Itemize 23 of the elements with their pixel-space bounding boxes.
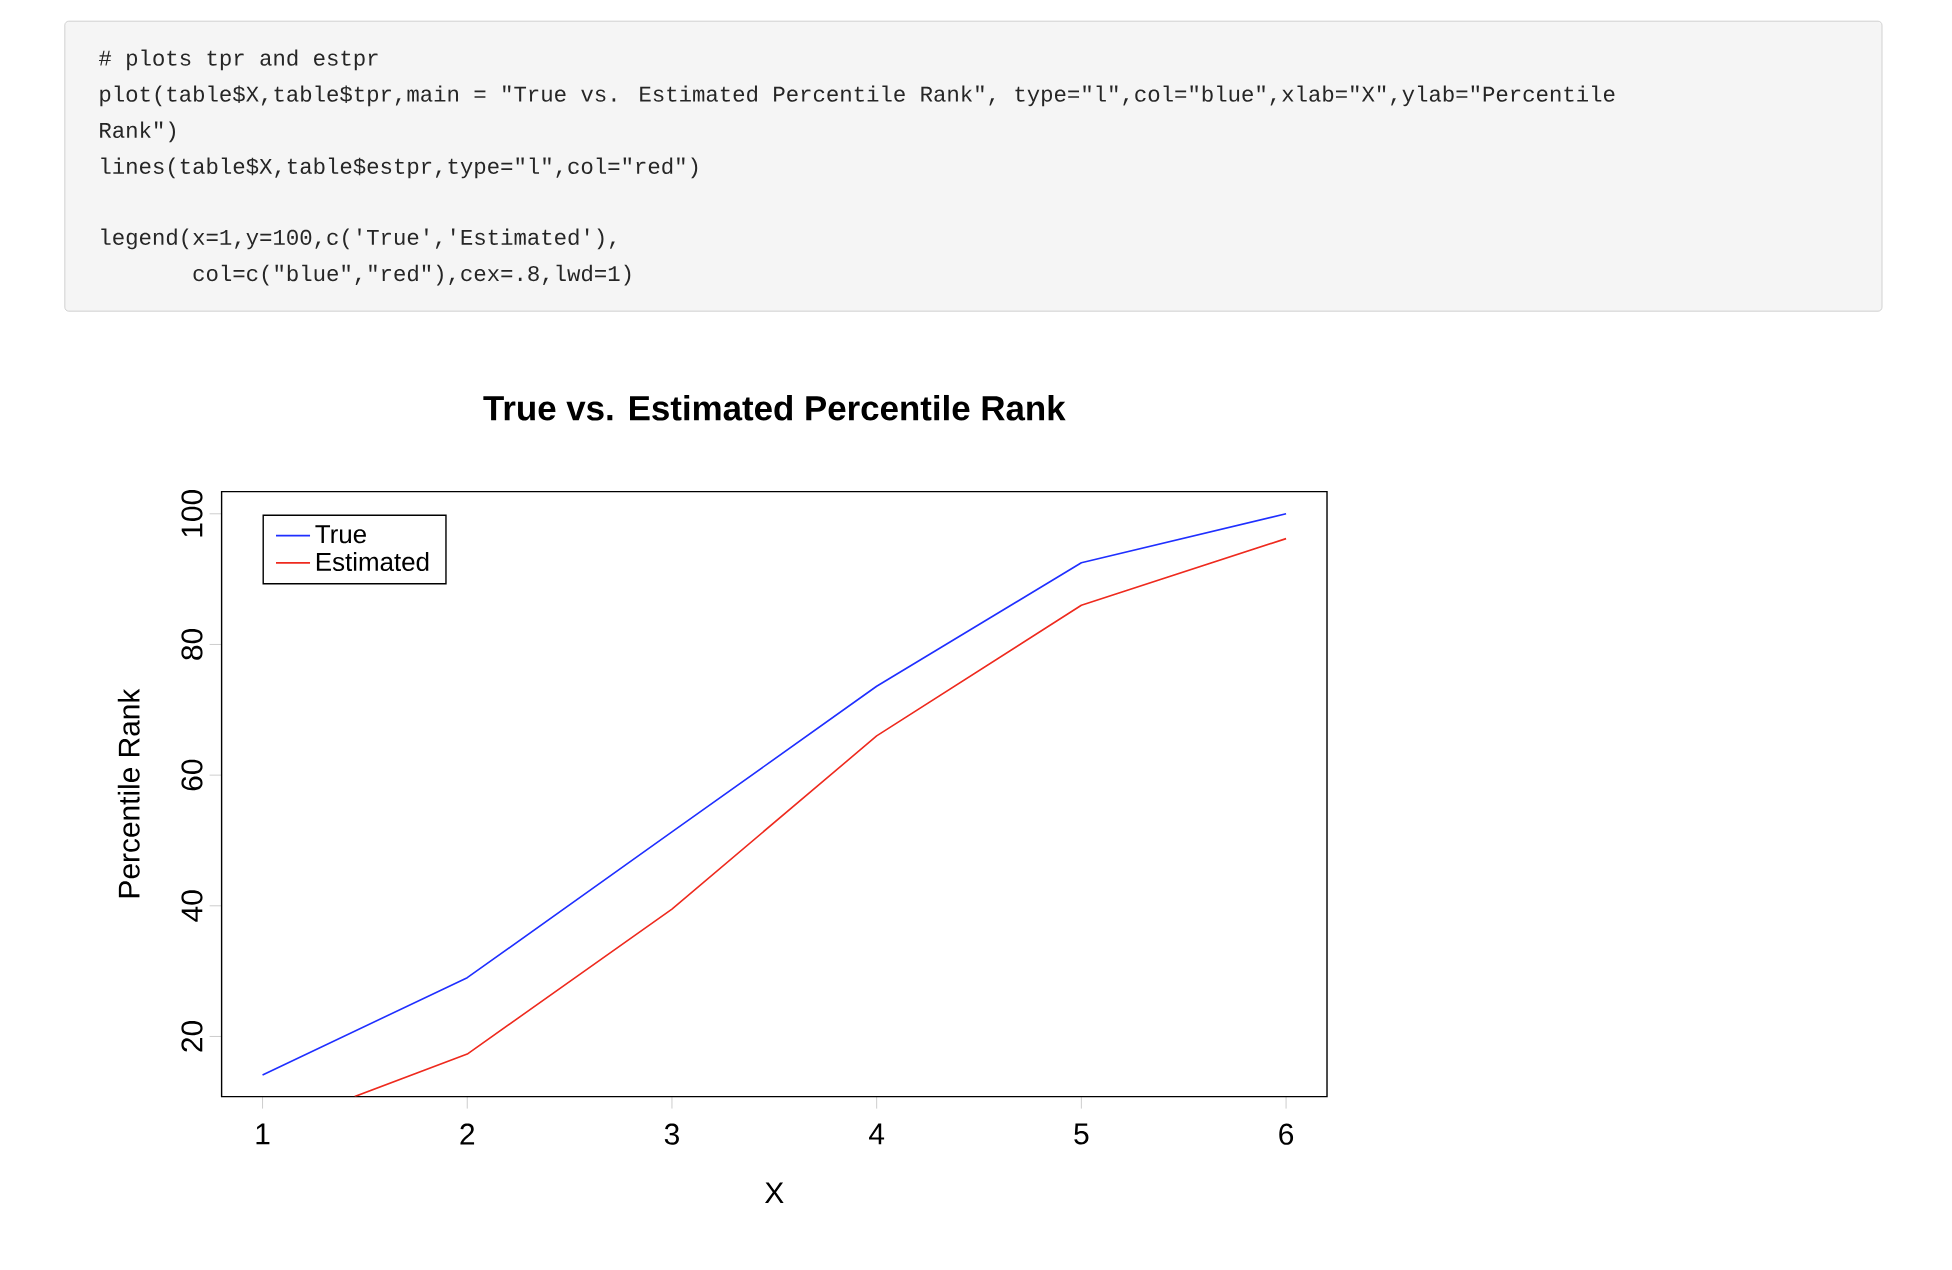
x-tick-label: 2	[460, 1123, 475, 1145]
y-tick-label: 60	[181, 759, 203, 791]
y-tick-label: 80	[181, 629, 203, 660]
x-tick-label: 3	[664, 1123, 679, 1145]
y-tick-label: 40	[181, 890, 203, 922]
text: plot(table$X,table$tpr,main = "True vs. Estimated Percentile Rank", type="l",col="blue",xlab="X",ylab="Percentile	[100, 85, 1615, 107]
legend-label: True	[315, 525, 366, 544]
y-tick-label: 20	[181, 1021, 203, 1052]
x-tick-label: 6	[1279, 1123, 1294, 1145]
text: legend(x=1,y=100,c('True','Estimated'),	[101, 228, 615, 250]
x-tick-label: 4	[869, 1123, 885, 1145]
y-axis-title: Percentile Rank	[117, 688, 140, 898]
x-tick-label: 5	[1074, 1123, 1089, 1145]
text: Rank")	[100, 121, 175, 143]
x-axis-title: X	[765, 1182, 784, 1204]
x-tick-label: 1	[256, 1123, 270, 1145]
chart-title: True vs. Estimated Percentile Rank	[483, 394, 1066, 421]
text: lines(table$X,table$estpr,type="l",col="red")	[101, 157, 698, 179]
text: col=c("blue","red"),cex=.8,lwd=1)	[193, 264, 631, 286]
legend-label: Estimated	[316, 552, 429, 572]
text: # plots tpr and estpr	[98, 49, 378, 71]
y-tick-label: 100	[181, 490, 203, 537]
line-series	[261, 512, 1287, 1076]
